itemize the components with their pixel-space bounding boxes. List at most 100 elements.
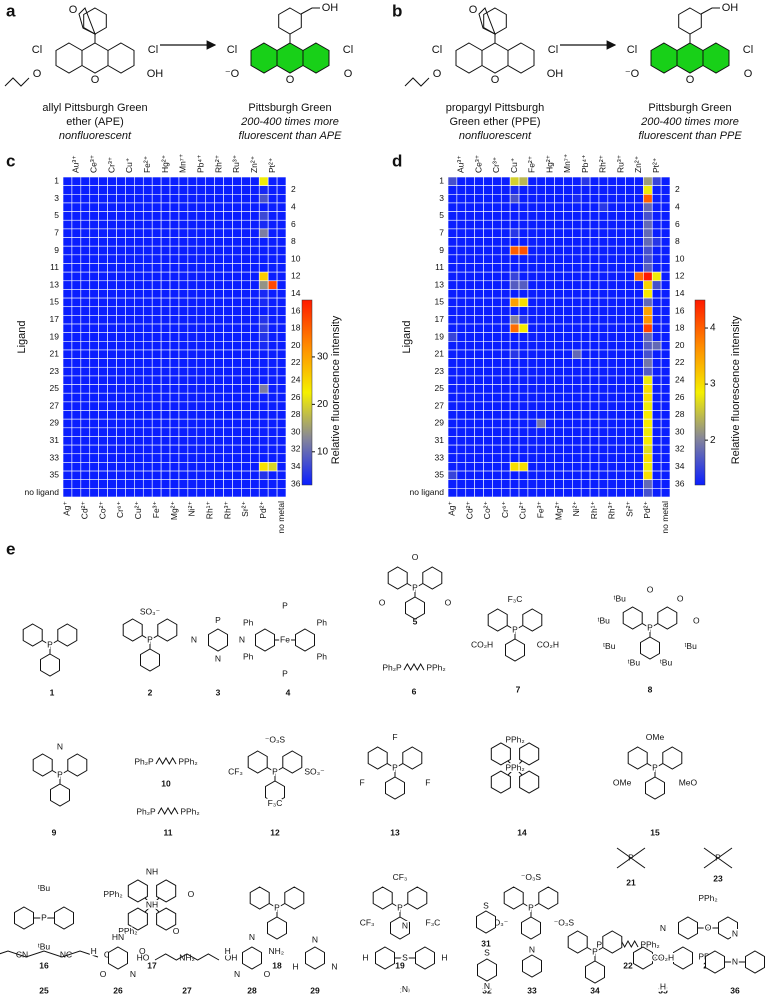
heat-cell (223, 271, 233, 282)
heat-cell (500, 315, 511, 325)
chain (403, 662, 425, 672)
compound-number: 26 (113, 985, 123, 995)
heat-cell (527, 349, 538, 359)
heat-cell (643, 219, 653, 230)
metal-label: no metal (660, 501, 670, 534)
heat-cell (267, 418, 278, 429)
heat-cell (116, 427, 126, 437)
heat-cell (483, 366, 493, 377)
heat-cell (62, 358, 73, 368)
heat-cell (536, 410, 546, 420)
heat-cell (518, 401, 529, 411)
heat-cell (134, 462, 144, 472)
heat-cell (589, 427, 600, 437)
atom-label: P (647, 622, 653, 632)
heat-cell (89, 427, 99, 437)
heat-cell (187, 193, 198, 204)
caption: ether (APE) (66, 116, 123, 128)
heat-cell (545, 297, 555, 308)
heat-cell (205, 263, 215, 273)
heat-cell (125, 410, 135, 420)
heat-cell (554, 332, 564, 342)
heat-cell (660, 254, 671, 264)
heat-cell (598, 254, 609, 264)
heat-cell (250, 392, 260, 403)
heat-cell (554, 436, 564, 446)
heat-cell (509, 323, 520, 333)
heat-cell (643, 341, 653, 351)
heat-cell (598, 341, 609, 351)
heat-cell (616, 306, 626, 316)
atom-label: Cl (32, 44, 42, 56)
heat-cell (89, 228, 99, 238)
heat-cell (616, 332, 626, 342)
heat-cell (223, 202, 233, 212)
heat-cell (545, 366, 555, 377)
heat-cell (267, 263, 278, 273)
atom-label: N (484, 981, 490, 991)
ligand-label: 12 (675, 271, 685, 281)
heat-cell (492, 289, 502, 299)
ring (265, 780, 285, 804)
compound-number: 2 (148, 687, 153, 697)
heat-cell (660, 219, 671, 230)
heat-cell (223, 245, 233, 256)
heat-cell (554, 444, 564, 455)
heat-cell (169, 358, 180, 368)
heat-cell (107, 323, 117, 333)
heat-cell (258, 315, 269, 325)
heat-cell (196, 323, 207, 333)
heat-cell (607, 193, 618, 204)
atom-label: P (392, 762, 398, 772)
heat-cell (107, 410, 117, 420)
heat-cell (134, 185, 144, 195)
axis-label: Ligand (16, 320, 28, 353)
metal-label: Cu⁺ (509, 158, 519, 173)
atom-label: CO₂H (652, 952, 674, 962)
heat-cell (500, 193, 511, 204)
heat-cell (169, 323, 180, 333)
atom-label: PPh₂ (180, 806, 199, 816)
ligand-label: 35 (50, 470, 60, 480)
heat-cell (643, 228, 653, 238)
heat-cell (651, 366, 662, 377)
heat-cell (527, 237, 538, 247)
heat-cell (607, 315, 618, 325)
heat-cell (580, 418, 591, 429)
atom-label: O (433, 68, 442, 80)
atom-label: Fe (280, 634, 290, 644)
heat-cell (554, 349, 564, 359)
compound-number: 33 (527, 985, 537, 995)
heat-cell (125, 219, 135, 230)
heat-cell (580, 271, 591, 282)
atom-label: N (249, 932, 255, 942)
compound-number: 6 (412, 686, 417, 696)
heat-cell (651, 306, 662, 316)
heat-cell (276, 332, 287, 342)
heat-cell (616, 185, 626, 195)
heat-cell (205, 462, 215, 472)
heat-cell (250, 479, 260, 489)
heat-cell (89, 375, 99, 385)
ring (673, 946, 693, 970)
compound-number: 7 (516, 684, 521, 694)
heat-cell (527, 280, 538, 290)
heat-cell (474, 462, 484, 472)
heat-cell (71, 315, 82, 325)
heat-cell (151, 245, 162, 256)
heat-cell (447, 219, 458, 230)
heat-cell (196, 254, 207, 264)
heat-cell (232, 418, 242, 429)
heat-cell (205, 271, 215, 282)
heat-cell (178, 306, 189, 316)
heat-cell (151, 392, 162, 403)
heat-cell (276, 193, 287, 204)
atom-label: S (484, 947, 490, 957)
heat-cell (160, 375, 171, 385)
heat-cell (589, 349, 600, 359)
heat-cell (71, 271, 82, 282)
heat-cell (580, 289, 591, 299)
heat-cell (527, 254, 538, 264)
heat-cell (89, 462, 99, 472)
